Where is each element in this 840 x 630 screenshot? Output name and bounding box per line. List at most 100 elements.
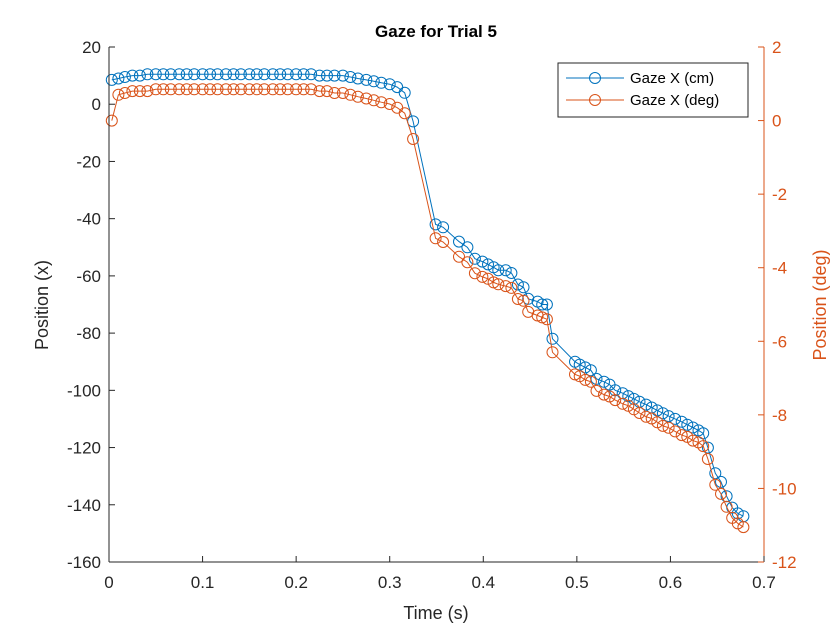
data-point bbox=[511, 278, 524, 291]
data-point bbox=[697, 440, 710, 453]
data-point bbox=[243, 68, 256, 81]
data-point bbox=[105, 114, 118, 127]
data-point bbox=[118, 87, 131, 99]
data-point bbox=[234, 68, 247, 81]
data-point bbox=[180, 83, 193, 96]
data-point bbox=[328, 87, 341, 99]
plot-area bbox=[105, 68, 750, 534]
data-point bbox=[709, 478, 722, 491]
data-point bbox=[540, 313, 553, 326]
y-left-tick-label: 0 bbox=[92, 95, 101, 114]
data-point bbox=[715, 475, 727, 488]
data-point bbox=[468, 252, 481, 265]
data-point bbox=[453, 250, 465, 263]
data-point bbox=[126, 85, 139, 98]
data-point bbox=[133, 85, 146, 98]
data-point bbox=[701, 453, 714, 465]
data-point bbox=[227, 83, 240, 96]
data-point bbox=[336, 87, 349, 99]
y-axis-left-label: Position (x) bbox=[32, 260, 52, 350]
data-point bbox=[536, 298, 549, 311]
data-point bbox=[204, 68, 217, 81]
y-right-tick-label: -10 bbox=[772, 479, 797, 498]
y-right-tick-label: 0 bbox=[772, 112, 781, 131]
data-point bbox=[173, 68, 186, 81]
series-line bbox=[111, 73, 744, 517]
data-point bbox=[651, 404, 664, 417]
data-point bbox=[375, 96, 388, 109]
data-point bbox=[579, 373, 592, 386]
y-left-tick-label: -160 bbox=[67, 553, 101, 572]
x-tick-label: 0.2 bbox=[284, 573, 308, 592]
data-point bbox=[243, 83, 256, 96]
data-point bbox=[305, 83, 318, 96]
series-line bbox=[111, 88, 744, 528]
data-point bbox=[321, 69, 333, 82]
data-point bbox=[157, 68, 170, 81]
data-point bbox=[656, 407, 669, 420]
data-point bbox=[499, 264, 512, 277]
data-point bbox=[164, 68, 177, 81]
data-point bbox=[281, 83, 294, 96]
data-point bbox=[250, 83, 263, 96]
data-point bbox=[313, 69, 326, 82]
data-point bbox=[321, 85, 333, 98]
data-point bbox=[266, 83, 279, 96]
data-point bbox=[681, 418, 694, 431]
data-point bbox=[274, 68, 287, 81]
data-point bbox=[656, 419, 669, 432]
y-right-tick-label: -6 bbox=[772, 332, 787, 351]
data-point bbox=[715, 487, 727, 500]
data-point bbox=[675, 415, 688, 428]
data-point bbox=[204, 83, 217, 96]
data-point bbox=[429, 232, 442, 245]
y-right-tick-label: 2 bbox=[772, 38, 781, 57]
data-point bbox=[669, 425, 682, 438]
data-point bbox=[118, 71, 131, 83]
data-point bbox=[344, 71, 357, 83]
data-point bbox=[662, 410, 675, 423]
data-point bbox=[584, 375, 597, 388]
data-point bbox=[686, 434, 699, 447]
legend-label: Gaze X (deg) bbox=[630, 92, 719, 109]
data-point bbox=[112, 72, 125, 85]
data-point bbox=[266, 68, 279, 81]
data-point bbox=[290, 68, 303, 81]
data-point bbox=[367, 94, 380, 107]
data-point bbox=[281, 68, 294, 81]
data-point bbox=[157, 83, 170, 96]
data-point bbox=[453, 235, 465, 248]
data-point bbox=[313, 85, 326, 98]
series-gaze-x-deg bbox=[105, 83, 750, 534]
data-point bbox=[149, 83, 162, 96]
data-point bbox=[517, 281, 530, 294]
data-point bbox=[398, 86, 411, 99]
data-point bbox=[141, 68, 154, 81]
y-axis-right-label: Position (deg) bbox=[810, 249, 830, 360]
data-point bbox=[258, 83, 271, 96]
legend-label: Gaze X (cm) bbox=[630, 70, 714, 87]
data-point bbox=[105, 73, 118, 86]
data-point bbox=[133, 69, 146, 82]
data-point bbox=[669, 412, 682, 425]
data-point bbox=[492, 278, 505, 291]
y-right-tick-label: -4 bbox=[772, 259, 787, 278]
data-point bbox=[686, 421, 699, 434]
data-point bbox=[220, 83, 232, 96]
data-point bbox=[461, 256, 474, 269]
data-point bbox=[609, 394, 622, 407]
data-point bbox=[297, 68, 310, 81]
data-point bbox=[598, 375, 610, 388]
data-point bbox=[328, 69, 341, 82]
data-point bbox=[112, 88, 125, 101]
data-point bbox=[211, 68, 224, 81]
y-left-tick-label: -120 bbox=[67, 439, 101, 458]
data-point bbox=[297, 83, 310, 96]
x-tick-label: 0.3 bbox=[378, 573, 402, 592]
data-point bbox=[437, 236, 450, 248]
y-right-tick-label: -12 bbox=[772, 553, 797, 572]
data-point bbox=[173, 83, 186, 96]
data-point bbox=[234, 83, 247, 96]
data-point bbox=[360, 92, 373, 105]
